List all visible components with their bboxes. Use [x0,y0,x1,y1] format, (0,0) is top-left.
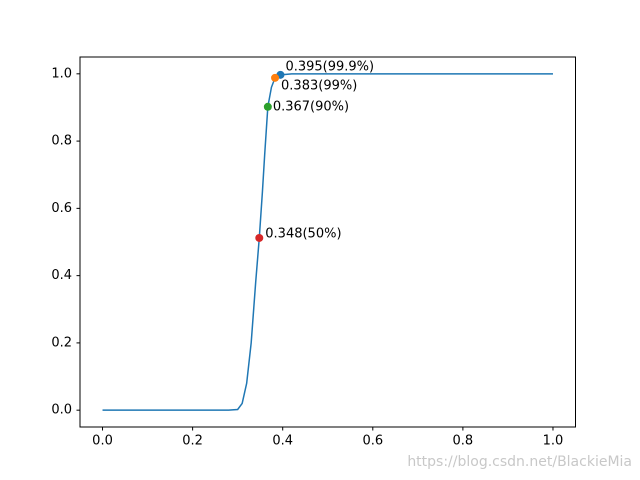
x-tick-label: 0.4 [272,434,293,449]
y-tick-label: 1.0 [51,66,72,81]
point [255,233,264,242]
x-tick-label: 0.2 [182,434,203,449]
y-tick-label: 0.8 [51,134,72,149]
y-tick-label: 0.6 [51,201,72,216]
point-label: 0.383(99%) [281,78,357,93]
y-tick-label: 0.2 [51,335,72,350]
x-tick-label: 0.0 [92,434,113,449]
point [263,102,272,111]
x-tick-label: 0.6 [362,434,383,449]
x-tick-label: 0.8 [453,434,474,449]
x-tick-label: 1.0 [543,434,564,449]
watermark: https://blog.csdn.net/BlackieMia [407,454,632,470]
y-tick-label: 0.0 [51,403,72,418]
y-tick-label: 0.4 [51,268,72,283]
point [271,73,280,82]
point-label: 0.367(90%) [273,99,349,114]
plot-frame [79,56,576,428]
point-label: 0.395(99.9%) [285,59,374,74]
point-label: 0.348(50%) [265,226,341,241]
